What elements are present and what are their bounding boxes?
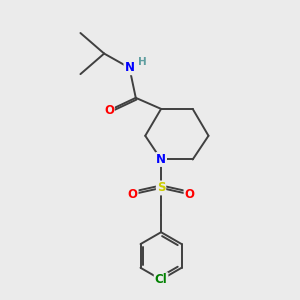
Text: S: S xyxy=(157,182,165,194)
Text: Cl: Cl xyxy=(155,273,167,286)
Text: N: N xyxy=(124,61,134,74)
Text: O: O xyxy=(128,188,138,201)
Text: O: O xyxy=(104,104,114,117)
Text: H: H xyxy=(138,57,147,67)
Text: O: O xyxy=(184,188,194,201)
Text: N: N xyxy=(156,153,166,166)
